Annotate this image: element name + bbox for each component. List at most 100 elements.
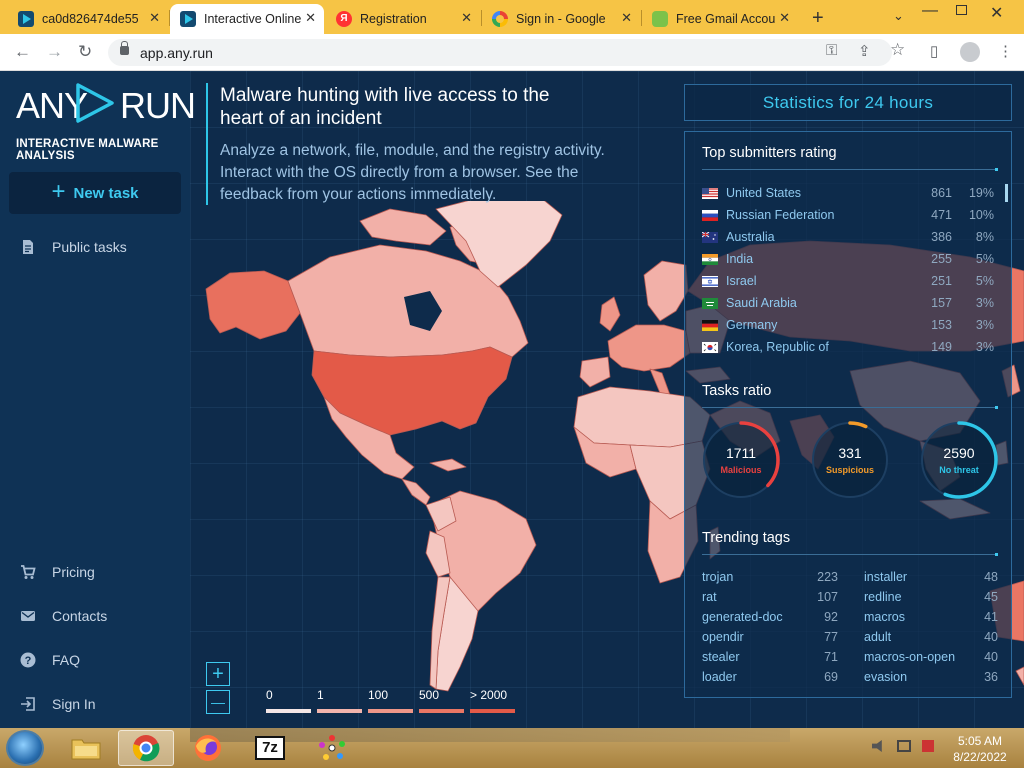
submitter-country: Germany bbox=[726, 318, 778, 332]
key-icon[interactable]: ⚿ bbox=[826, 42, 838, 59]
logo-subtitle: INTERACTIVE MALWARE ANALYSIS bbox=[16, 138, 159, 162]
map-region-uk bbox=[599, 296, 621, 332]
tag-count: 92 bbox=[824, 610, 838, 624]
tab-separator bbox=[641, 10, 642, 26]
windows-taskbar: 7z 5:05 AM 8/22/2022 bbox=[0, 728, 1024, 768]
tag-item[interactable]: trojan 223 bbox=[702, 570, 838, 586]
close-tab-icon[interactable]: ✕ bbox=[149, 10, 160, 25]
lock-icon[interactable] bbox=[120, 41, 129, 55]
network-icon[interactable] bbox=[897, 740, 912, 752]
zoom-in-button[interactable]: + bbox=[206, 662, 230, 686]
submitter-row[interactable]: Saudi Arabia 157 3% bbox=[702, 296, 998, 312]
page-content: ANY RUN INTERACTIVE MALWARE ANALYSIS + N… bbox=[0, 71, 1024, 728]
malicious-ratio-ring[interactable]: 1711 Malicious bbox=[700, 419, 782, 501]
tag-item[interactable]: macros 41 bbox=[864, 610, 1000, 626]
sidebar-item-pricing[interactable]: Pricing bbox=[20, 561, 95, 583]
tag-item[interactable]: opendir 77 bbox=[702, 630, 838, 646]
tag-name: redline bbox=[864, 590, 902, 604]
new-task-button[interactable]: + New task bbox=[9, 172, 181, 214]
close-tab-icon[interactable]: ✕ bbox=[779, 10, 790, 25]
no-threat-ratio-ring[interactable]: 2590 No threat bbox=[918, 419, 1000, 501]
clock-date[interactable]: 8/22/2022 bbox=[953, 750, 1007, 764]
forward-button[interactable]: → bbox=[46, 42, 63, 61]
side-panel-icon[interactable]: ▯ bbox=[930, 43, 939, 60]
tab-search-icon[interactable]: ⌄ bbox=[893, 8, 904, 23]
7zip-icon[interactable]: 7z bbox=[242, 730, 298, 766]
tab-title: Free Gmail Accou bbox=[676, 12, 776, 26]
close-tab-icon[interactable]: ✕ bbox=[461, 10, 472, 25]
tag-item[interactable]: loader 69 bbox=[702, 670, 838, 686]
bookmark-star-icon[interactable]: ☆ bbox=[890, 40, 906, 59]
tab-title: Sign in - Google bbox=[516, 12, 606, 26]
submitter-row[interactable]: Korea, Republic of 149 3% bbox=[702, 340, 998, 356]
url-text[interactable]: app.any.run bbox=[140, 45, 213, 61]
tag-name: adult bbox=[864, 630, 892, 644]
plus-icon: + bbox=[51, 177, 66, 205]
submitter-percent: 3% bbox=[975, 296, 994, 310]
chrome-logo-icon bbox=[132, 735, 160, 762]
sidebar-item-faq[interactable]: ? FAQ bbox=[20, 649, 80, 671]
sidebar-item-public-tasks[interactable]: Public tasks bbox=[20, 236, 127, 258]
submitter-row[interactable]: Israel 251 5% bbox=[702, 274, 998, 290]
action-center-icon[interactable] bbox=[922, 740, 935, 752]
reload-button[interactable]: ↻ bbox=[78, 42, 93, 61]
volume-muted-icon[interactable] bbox=[872, 740, 882, 752]
map-region-arctic-islands bbox=[359, 208, 447, 246]
mail-icon bbox=[21, 611, 35, 621]
tag-count: 40 bbox=[984, 650, 998, 664]
address-bar[interactable]: app.any.run bbox=[108, 39, 892, 66]
tag-item[interactable]: rat 107 bbox=[702, 590, 838, 606]
submitter-row[interactable]: United States 861 19% bbox=[702, 186, 998, 202]
legend-label: 1 bbox=[317, 688, 324, 702]
sidebar-item-label: FAQ bbox=[52, 652, 81, 668]
sidebar-item-label: Contacts bbox=[52, 608, 108, 624]
browser-tab[interactable]: Free Gmail Accou ✕ bbox=[642, 4, 798, 34]
tab-title: ca0d826474de55 bbox=[42, 12, 139, 26]
tag-name: installer bbox=[864, 570, 908, 584]
browser-tab[interactable]: ca0d826474de55 ✕ bbox=[8, 4, 168, 34]
share-icon[interactable]: ⇪ bbox=[858, 43, 871, 60]
submitter-count: 255 bbox=[931, 252, 952, 266]
explorer-icon[interactable] bbox=[58, 730, 114, 766]
de-flag-icon bbox=[702, 320, 718, 331]
help-icon: ? bbox=[20, 652, 36, 668]
browser-tab[interactable]: Sign in - Google ✕ bbox=[482, 4, 640, 34]
tag-item[interactable]: stealer 71 bbox=[702, 650, 838, 666]
browser-tab-active[interactable]: Interactive Online ✕ bbox=[170, 4, 324, 34]
tag-item[interactable]: evasion 36 bbox=[864, 670, 1000, 686]
submitters-scrollbar[interactable] bbox=[1005, 184, 1008, 202]
submitter-count: 861 bbox=[931, 186, 952, 200]
sidebar-item-contacts[interactable]: Contacts bbox=[20, 605, 107, 627]
tag-item[interactable]: macros-on-open 40 bbox=[864, 650, 1000, 666]
submitter-row[interactable]: Russian Federation 471 10% bbox=[702, 208, 998, 224]
submitter-row[interactable]: Australia 386 8% bbox=[702, 230, 998, 246]
firefox-icon[interactable] bbox=[180, 730, 236, 766]
close-tab-icon[interactable]: ✕ bbox=[305, 10, 316, 25]
section-title-submitters: Top submitters rating bbox=[702, 145, 837, 161]
minimize-window-button[interactable]: — bbox=[922, 2, 938, 19]
submitter-row[interactable]: Germany 153 3% bbox=[702, 318, 998, 334]
zoom-out-button[interactable]: — bbox=[206, 690, 230, 714]
back-button[interactable]: ← bbox=[14, 42, 31, 61]
browser-tab[interactable]: Я Registration ✕ bbox=[326, 4, 480, 34]
chrome-icon[interactable] bbox=[118, 730, 174, 766]
clock-time[interactable]: 5:05 AM bbox=[957, 734, 1003, 748]
profile-avatar[interactable] bbox=[960, 42, 980, 62]
legend-label: 500 bbox=[419, 688, 440, 702]
sidebar-item-sign-in[interactable]: Sign In bbox=[20, 693, 96, 715]
tag-item[interactable]: redline 45 bbox=[864, 590, 1000, 606]
submitter-row[interactable]: India 255 5% bbox=[702, 252, 998, 268]
tag-item[interactable]: adult 40 bbox=[864, 630, 1000, 646]
close-window-button[interactable]: ✕ bbox=[990, 5, 1004, 22]
section-divider bbox=[702, 553, 998, 556]
new-tab-button[interactable]: + bbox=[812, 7, 824, 29]
maximize-window-button[interactable] bbox=[956, 5, 967, 15]
tag-item[interactable]: generated-doc 92 bbox=[702, 610, 838, 626]
browser-menu-icon[interactable]: ⋮ bbox=[998, 43, 1013, 60]
windows-start-button[interactable] bbox=[6, 730, 44, 766]
dots-app-icon[interactable] bbox=[304, 730, 360, 766]
suspicious-ratio-ring[interactable]: 331 Suspicious bbox=[809, 419, 891, 501]
tag-item[interactable]: installer 48 bbox=[864, 570, 1000, 586]
close-tab-icon[interactable]: ✕ bbox=[621, 10, 632, 25]
anyrun-logo[interactable]: ANY RUN bbox=[16, 81, 196, 126]
